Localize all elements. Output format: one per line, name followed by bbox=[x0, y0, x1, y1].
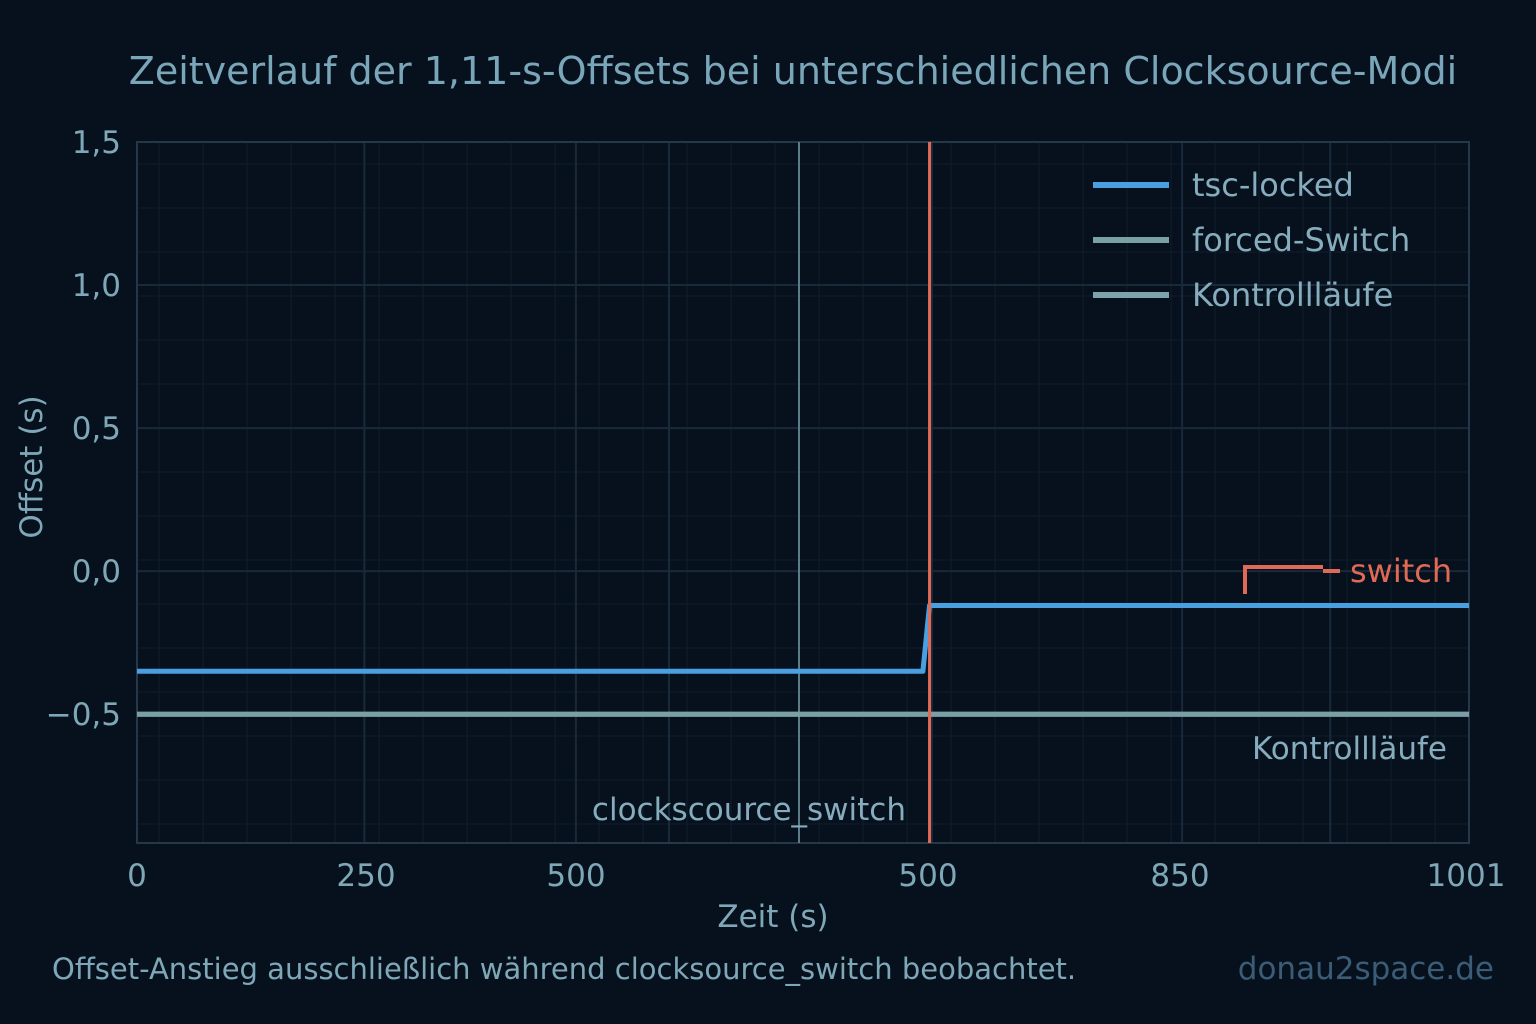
y-axis-label: Offset (s) bbox=[14, 395, 50, 538]
series-line-0 bbox=[137, 603, 1469, 674]
x-axis-label: Zeit (s) bbox=[717, 899, 828, 935]
tick-labels: 1,5 1,0 0,5 0,0 −0,5 0 250 500 500 850 1001 bbox=[46, 125, 1506, 894]
x-tick-label: 0 bbox=[127, 858, 147, 894]
y-tick-label: 1,0 bbox=[72, 268, 121, 304]
series-layer bbox=[137, 142, 1469, 843]
switch-marker-label: switch bbox=[1350, 552, 1452, 590]
legend: tsc-locked forced-Switch Kontrollläufe bbox=[1093, 166, 1410, 314]
y-tick-label: −0,5 bbox=[46, 697, 121, 733]
y-tick-label: 0,0 bbox=[72, 554, 121, 590]
caption: Offset-Anstieg ausschließlich während cl… bbox=[52, 952, 1076, 986]
grid-minor bbox=[137, 142, 1469, 843]
y-tick-label: 0,5 bbox=[72, 411, 121, 447]
x-tick-label: 850 bbox=[1150, 858, 1209, 894]
x-tick-label: 500 bbox=[546, 858, 605, 894]
x-tick-label: 500 bbox=[898, 858, 957, 894]
switch-marker-bracket bbox=[1243, 565, 1340, 594]
y-tick-label: 1,5 bbox=[72, 125, 121, 161]
legend-label: Kontrollläufe bbox=[1192, 276, 1393, 314]
control-annotation-label: Kontrollläufe bbox=[1252, 731, 1447, 767]
x-tick-label: 250 bbox=[336, 858, 395, 894]
x-tick-label: 1001 bbox=[1427, 858, 1506, 894]
credit: donau2space.de bbox=[1238, 951, 1494, 987]
switch-annotation-label: clockscource_switch bbox=[592, 792, 906, 828]
plot-frame bbox=[136, 141, 1470, 844]
legend-label: tsc-locked bbox=[1192, 166, 1354, 204]
chart-title: Zeitverlauf der 1,11-s-Offsets bei unter… bbox=[129, 49, 1457, 93]
legend-label: forced-Switch bbox=[1192, 221, 1410, 259]
